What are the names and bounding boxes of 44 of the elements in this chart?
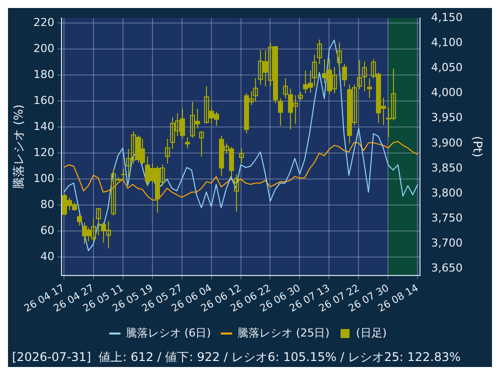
candlestick bbox=[317, 39, 322, 65]
y-tick-label: 4,150 bbox=[431, 10, 463, 24]
y2-tick-label: 220 bbox=[33, 16, 54, 30]
y-tick-label: 3,650 bbox=[431, 262, 463, 275]
candlestick bbox=[185, 136, 190, 149]
y2-tick-label: 160 bbox=[33, 94, 54, 108]
y-tick-label: 3,800 bbox=[431, 186, 463, 200]
candlestick bbox=[77, 212, 82, 226]
y-tick-label: 3,700 bbox=[431, 236, 463, 250]
y-tick-label: 3,900 bbox=[431, 136, 463, 150]
y-tick-label: 3,950 bbox=[431, 111, 463, 124]
y2-tick-label: 40 bbox=[40, 250, 54, 264]
candlestick bbox=[367, 78, 372, 99]
candlestick bbox=[121, 168, 126, 180]
candlestick bbox=[362, 61, 367, 92]
y-tick-label: 3,750 bbox=[431, 212, 463, 225]
y2-tick-label: 200 bbox=[33, 42, 54, 56]
candlestick bbox=[140, 138, 145, 165]
text: [2026-07-31] 値上: 612 / 値下: 922 / レシオ6: 105.15% / レシオ25: 122.83% bbox=[12, 350, 461, 364]
y2-tick-label: 120 bbox=[33, 146, 54, 160]
candlestick bbox=[253, 78, 258, 102]
y2-tick-label: 100 bbox=[33, 172, 54, 186]
y2-tick-label: 140 bbox=[33, 120, 54, 134]
candlestick bbox=[342, 64, 347, 87]
candlestick bbox=[357, 60, 362, 90]
y2-tick-label: 80 bbox=[40, 198, 54, 212]
y-tick-label: 4,100 bbox=[431, 36, 463, 49]
y2-tick-label: 60 bbox=[40, 224, 54, 238]
candlestick bbox=[199, 130, 204, 157]
y2-tick-label: 180 bbox=[33, 68, 54, 82]
candlestick bbox=[337, 42, 342, 72]
legend-label: (日足) bbox=[356, 326, 387, 340]
candlestick bbox=[96, 208, 101, 236]
candlestick bbox=[165, 138, 170, 164]
y-axis-title: (Pt) bbox=[470, 136, 485, 158]
y-tick-label: 4,050 bbox=[431, 61, 463, 74]
legend-label: 騰落レシオ (6日) bbox=[126, 326, 211, 340]
candlestick bbox=[239, 148, 244, 164]
legend-label: 騰落レシオ (25日) bbox=[237, 326, 330, 340]
y2-axis-title: 騰落レシオ (%) bbox=[11, 104, 26, 189]
y-tick-label: 3,850 bbox=[431, 161, 463, 174]
candlestick bbox=[234, 174, 239, 212]
candlestick bbox=[278, 98, 283, 126]
y-tick-label: 4,000 bbox=[431, 86, 463, 100]
